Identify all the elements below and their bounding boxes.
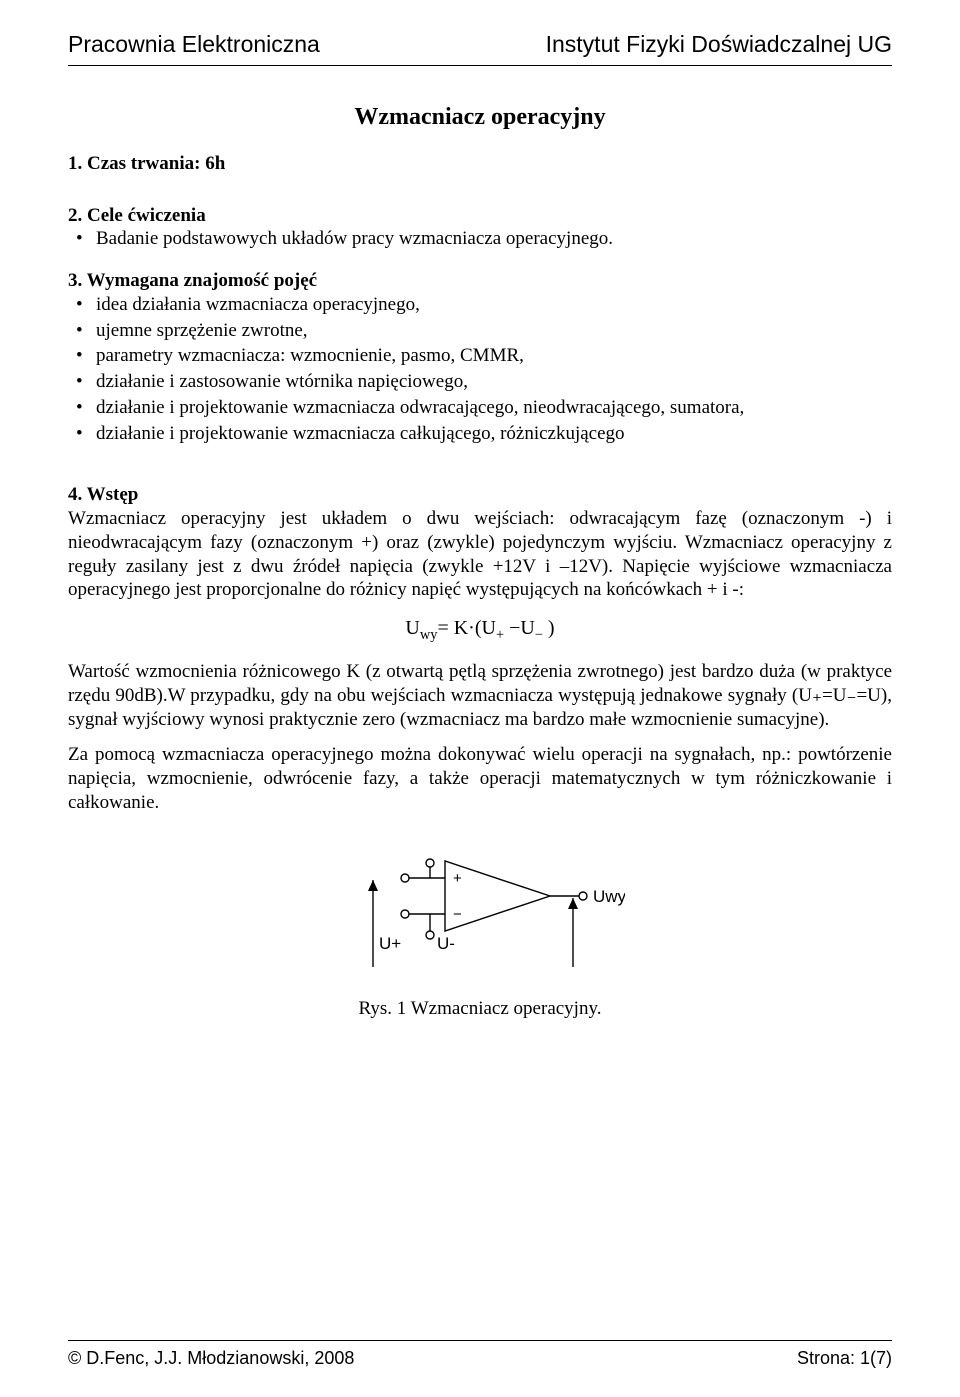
header-rule bbox=[68, 65, 892, 66]
opamp-diagram: + − U+ U- Uwy Rys. 1 Wzmacniacz operacyjny. bbox=[68, 849, 892, 1021]
section-2-head: 2. Cele ćwiczenia bbox=[68, 204, 892, 228]
section-3-head: 3. Wymagana znajomość pojęć bbox=[68, 269, 892, 293]
list-item: ujemne sprzężenie zwrotne, bbox=[68, 319, 892, 343]
list-item: Badanie podstawowych układów pracy wzmac… bbox=[68, 227, 892, 251]
diagram-caption: Rys. 1 Wzmacniacz operacyjny. bbox=[359, 997, 602, 1021]
footer-right: Strona: 1(7) bbox=[797, 1347, 892, 1370]
section-1-head: 1. Czas trwania: 6h bbox=[68, 152, 892, 176]
page-header: Pracownia Elektroniczna Instytut Fizyki … bbox=[68, 30, 892, 59]
svg-text:Uwy: Uwy bbox=[593, 887, 625, 906]
section-4-p3: Za pomocą wzmacniacza operacyjnego można… bbox=[68, 743, 892, 814]
section-3-list: idea działania wzmacniacza operacyjnego,… bbox=[68, 293, 892, 446]
list-item: działanie i projektowanie wzmacniacza ca… bbox=[68, 422, 892, 446]
list-item: działanie i zastosowanie wtórnika napięc… bbox=[68, 370, 892, 394]
svg-text:−: − bbox=[453, 906, 462, 923]
header-right: Instytut Fizyki Doświadczalnej UG bbox=[546, 30, 892, 59]
section-4-p1: Wzmacniacz operacyjny jest układem o dwu… bbox=[68, 507, 892, 602]
list-item: działanie i projektowanie wzmacniacza od… bbox=[68, 396, 892, 420]
page-footer: © D.Fenc, J.J. Młodzianowski, 2008 Stron… bbox=[68, 1340, 892, 1370]
document-title: Wzmacniacz operacyjny bbox=[68, 102, 892, 132]
footer-left: © D.Fenc, J.J. Młodzianowski, 2008 bbox=[68, 1347, 354, 1370]
opamp-schematic-svg: + − U+ U- Uwy bbox=[335, 849, 625, 989]
svg-text:U+: U+ bbox=[379, 934, 401, 953]
header-left: Pracownia Elektroniczna bbox=[68, 30, 320, 59]
formula: Uwy= K·(U+ −U− ) bbox=[68, 616, 892, 644]
list-item: parametry wzmacniacza: wzmocnienie, pasm… bbox=[68, 344, 892, 368]
footer-rule bbox=[68, 1340, 892, 1341]
section-4-p2: Wartość wzmocnienia różnicowego K (z otw… bbox=[68, 660, 892, 731]
list-item: idea działania wzmacniacza operacyjnego, bbox=[68, 293, 892, 317]
svg-text:+: + bbox=[453, 870, 462, 887]
svg-text:U-: U- bbox=[437, 934, 455, 953]
section-2-list: Badanie podstawowych układów pracy wzmac… bbox=[68, 227, 892, 251]
section-4-head: 4. Wstęp bbox=[68, 483, 892, 507]
